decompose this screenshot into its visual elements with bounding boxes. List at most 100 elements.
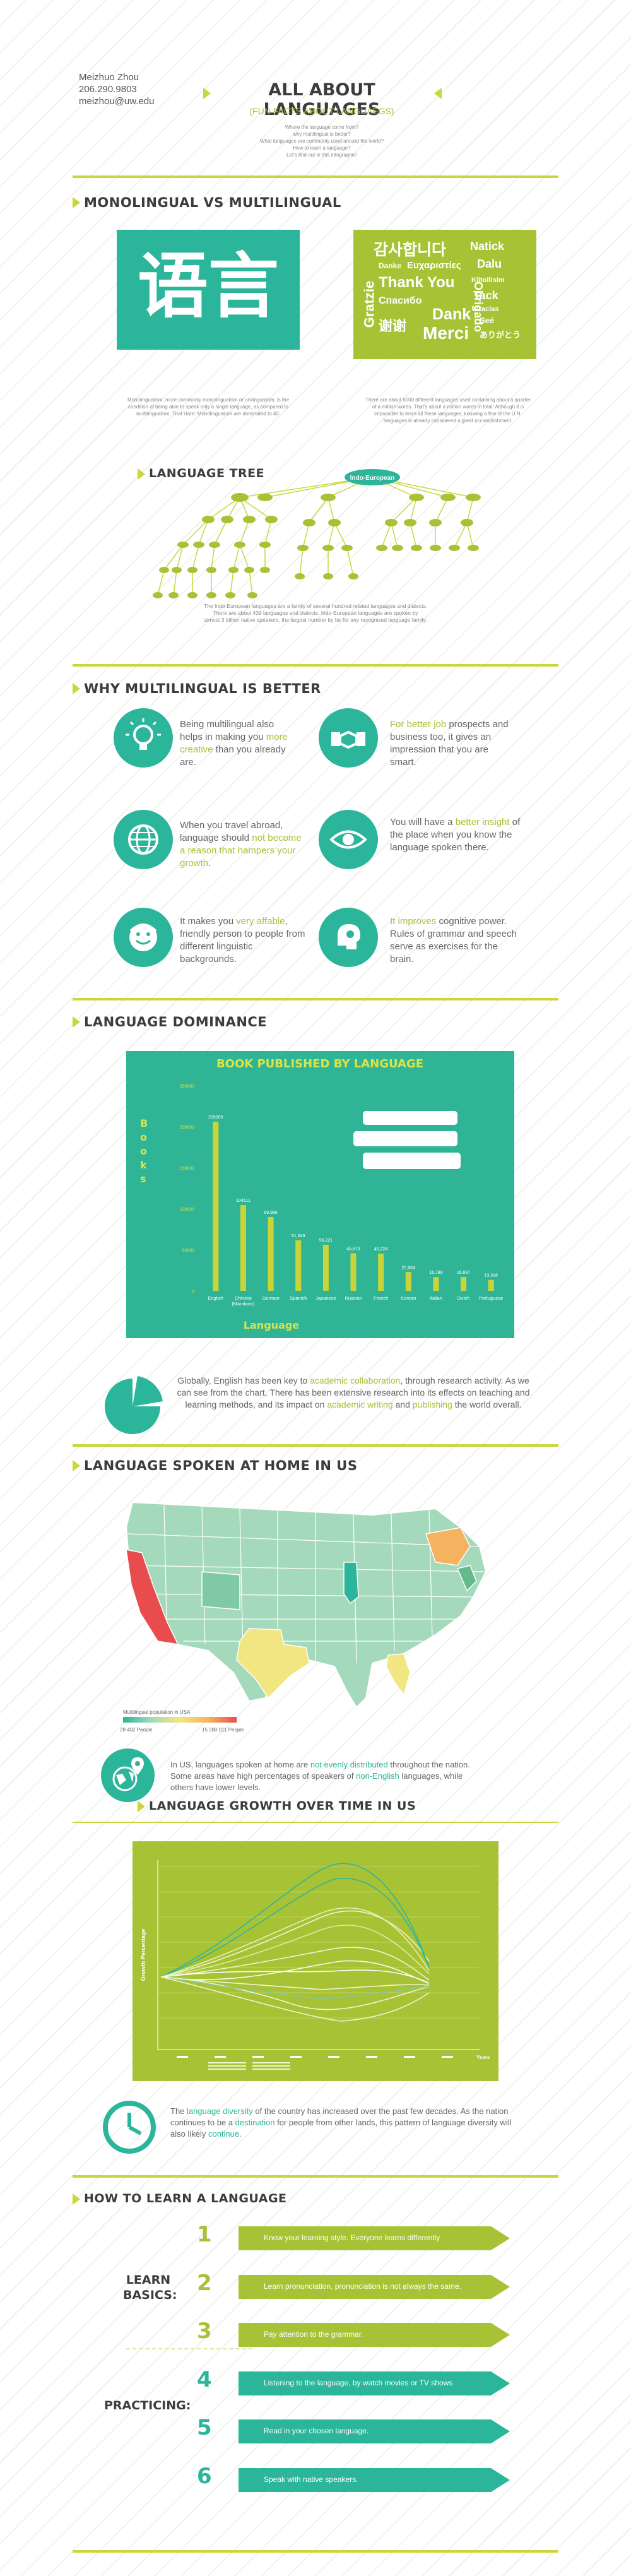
- dominance-highlight: publishing: [412, 1399, 452, 1410]
- nevada-region: [201, 1571, 240, 1610]
- dominance-text-part: the world overall.: [452, 1399, 522, 1410]
- step-text: Know your learning style. Everyone learn…: [264, 2233, 440, 2242]
- benefit-text: of the place when you know the language …: [390, 817, 521, 853]
- author-email[interactable]: meizhou@uw.edu: [79, 96, 155, 107]
- bar-value-label: 45,673: [346, 1247, 360, 1252]
- title-arrow-left: [203, 88, 211, 99]
- section-marker: [73, 1016, 80, 1028]
- section-title-growth: LANGUAGE GROWTH OVER TIME IN US: [149, 1799, 416, 1813]
- home-highlight: non-English: [356, 1771, 399, 1781]
- y-tick-label: 150000: [180, 1166, 194, 1171]
- word-gratzie: Gratzie: [361, 280, 377, 328]
- map-legend-min: 28 402 People: [120, 1727, 153, 1733]
- word-natick: Natick: [470, 240, 505, 252]
- intro-line: How to learn a language?: [293, 145, 351, 151]
- home-text: In US, languages spoken at home are not …: [170, 1759, 473, 1793]
- benefit-insight: You will have a better insight of the pl…: [390, 816, 522, 854]
- clock-icon: [101, 2099, 158, 2159]
- growth-legend: [208, 2062, 290, 2070]
- step-2-bar: Learn pronunciation, pronunciation is no…: [239, 2275, 510, 2299]
- divider: [73, 1822, 558, 1823]
- monolingual-caption: Monolingualism, more commonly monolingua…: [127, 397, 290, 417]
- growth-highlight: destination: [235, 2118, 275, 2127]
- y-tick-label: 100000: [180, 1208, 194, 1212]
- divider: [73, 175, 558, 178]
- step-text: Learn pronunciation, pronunciation is no…: [264, 2282, 461, 2291]
- brain-icon: [319, 908, 378, 967]
- growth-text-part: of the country has increased over the pa…: [170, 2106, 509, 2127]
- bar-value-label: 13,318: [484, 1274, 498, 1278]
- word-kiitollisim: Kiitollisim: [471, 276, 505, 284]
- benefit-affable: It makes you very affable, friendly pers…: [180, 915, 306, 966]
- intro-line: Let's find out in this infographic!: [286, 152, 357, 158]
- bar-value-label: 56,221: [319, 1238, 333, 1243]
- dominance-highlight: academic collaboration: [310, 1375, 401, 1386]
- step-number: 1: [197, 2222, 212, 2247]
- section-title-home: LANGUAGE SPOKEN AT HOME IN US: [84, 1458, 358, 1473]
- bar: [268, 1217, 274, 1291]
- bar: [405, 1272, 411, 1291]
- monolingual-panel: 语言: [117, 230, 300, 350]
- section-title-dominance: LANGUAGE DOMINANCE: [84, 1014, 268, 1030]
- new-york-region: [425, 1527, 471, 1566]
- new-jersey-region: [456, 1565, 477, 1592]
- section-marker: [138, 1801, 145, 1812]
- benefit-text: When you travel abroad, language should: [180, 820, 283, 843]
- benefit-highlight: It improves: [390, 916, 437, 927]
- globe-pin-icon: [101, 1748, 155, 1802]
- benefit-creative: Being multilingual also helps in making …: [180, 718, 293, 769]
- section-title-why: WHY MULTILINGUAL IS BETTER: [84, 681, 321, 696]
- page-subtitle: (FUN FACTS ABOUT LANGUAEGS): [249, 106, 394, 116]
- section-title-tree: LANGUAGE TREE: [149, 466, 265, 480]
- benefit-job: For better job prospects and business to…: [390, 718, 516, 769]
- section-title-learn: HOW TO LEARN A LANGUAGE: [84, 2192, 287, 2205]
- benefit-text: prospects and business too, it gives an …: [390, 719, 509, 768]
- growth-xlabel: Years: [476, 2055, 490, 2060]
- bar: [433, 1277, 439, 1291]
- y-tick-label: 0: [192, 1290, 194, 1294]
- step-number: 2: [197, 2270, 212, 2296]
- x-tick-label: Dutch: [457, 1295, 470, 1301]
- benefit-text: You will have a: [390, 817, 456, 828]
- intro-lines: Where the language come from? why multil…: [227, 124, 416, 158]
- florida-region: [386, 1653, 411, 1696]
- x-tick-label: German: [262, 1295, 280, 1301]
- word-arigatou: ありがとう: [480, 330, 521, 340]
- step-text: Speak with native speakers.: [264, 2475, 358, 2484]
- bar-value-label: 206000: [208, 1115, 223, 1120]
- x-tick-label: Russian: [345, 1295, 362, 1301]
- word-danke: Danke: [379, 261, 402, 270]
- bar-value-label: 45,224: [374, 1247, 388, 1252]
- benefit-travel: When you travel abroad, language should …: [180, 819, 306, 870]
- globe-icon: [114, 810, 173, 869]
- x-tick-label: Korean: [401, 1295, 416, 1301]
- multilingual-caption: There are about 6000 different languages…: [365, 397, 531, 424]
- word-merci: Merci: [423, 323, 469, 343]
- benefit-highlight: For better job: [390, 719, 447, 730]
- growth-text: The language diversity of the country ha…: [170, 2106, 524, 2140]
- bar-value-label: 22,884: [402, 1266, 416, 1270]
- step-number: 5: [197, 2415, 212, 2440]
- map-legend-gradient: [123, 1717, 237, 1723]
- section-title-monolingual: MONOLINGUAL VS MULTILINGUAL: [84, 195, 341, 210]
- multilingual-panel: 감사합니다 Natick Danke Ευχαριστίες Dalu Than…: [353, 230, 536, 359]
- books-stack-icon: [353, 1111, 461, 1173]
- dominance-text-part: Globally, English has been key to: [177, 1375, 310, 1386]
- divider: [73, 2175, 558, 2178]
- benefit-text: Being multilingual also helps in making …: [180, 719, 274, 742]
- bar-value-label: 16,788: [429, 1271, 443, 1275]
- benefit-text: cognitive power. Rules of grammar and sp…: [390, 916, 517, 965]
- chart-xlabel: Language: [244, 1319, 299, 1331]
- bar: [461, 1277, 467, 1291]
- chart-title: BOOK PUBLISHED BY LANGUAGE: [216, 1057, 423, 1071]
- bar: [350, 1253, 357, 1291]
- intro-line: What languages are commonly used around …: [259, 138, 384, 144]
- divider: [73, 998, 558, 1000]
- learn-basics-label: LEARN BASICS:: [123, 2273, 177, 2302]
- tree-caption: The Indo-European languages are a family…: [189, 603, 442, 624]
- step-text: Listening to the language, by watch movi…: [264, 2378, 453, 2387]
- language-tree-diagram: Indo-European: [153, 469, 481, 598]
- word-gracias: Gracias: [473, 306, 499, 313]
- step-1-bar: Know your learning style. Everyone learn…: [239, 2226, 510, 2250]
